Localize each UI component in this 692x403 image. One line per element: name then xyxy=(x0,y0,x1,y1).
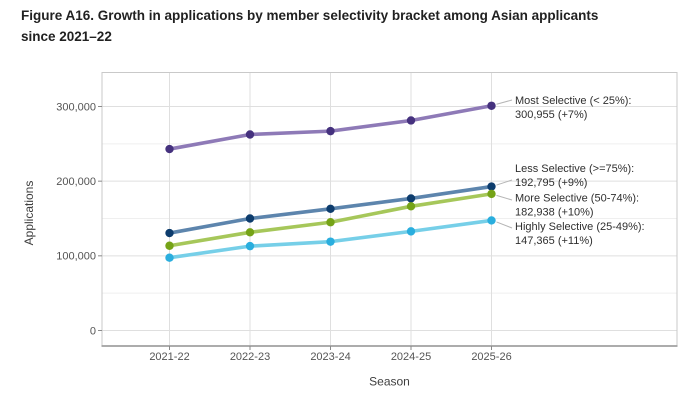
figure-title: Figure A16. Growth in applications by me… xyxy=(21,8,599,44)
data-point-3 xyxy=(245,241,255,251)
series-annotation-value-3: 147,365 (+11%) xyxy=(515,235,593,247)
data-point-2 xyxy=(487,189,496,199)
x-tick-label: 2022-23 xyxy=(230,351,270,363)
annotation-leader-line-2 xyxy=(496,194,513,201)
series-annotation-label-0: Most Selective (< 25%): xyxy=(515,95,631,107)
data-point-1 xyxy=(406,194,416,203)
data-point-2 xyxy=(406,202,416,211)
data-point-0 xyxy=(487,101,496,110)
series-annotation-label-1: Less Selective (>=75%): xyxy=(515,163,634,175)
annotation-leader-line-0 xyxy=(496,99,513,105)
y-tick-label: 0 xyxy=(90,325,96,337)
x-tick-label: 2023-24 xyxy=(310,351,350,363)
data-point-3 xyxy=(406,227,416,236)
data-point-0 xyxy=(245,130,255,139)
x-tick-label: 2021-22 xyxy=(149,351,189,363)
data-point-0 xyxy=(406,116,416,125)
data-point-2 xyxy=(326,218,335,227)
data-point-2 xyxy=(165,241,174,250)
data-point-1 xyxy=(165,228,174,238)
y-tick-label: 100,000 xyxy=(56,251,96,263)
data-point-3 xyxy=(326,237,335,246)
x-axis-title: Season xyxy=(369,375,410,389)
data-point-1 xyxy=(245,214,255,223)
y-tick-label: 300,000 xyxy=(56,101,96,113)
y-tick-label: 200,000 xyxy=(56,176,96,188)
data-point-2 xyxy=(245,228,255,237)
series-annotation-value-1: 192,795 (+9%) xyxy=(515,177,587,189)
data-point-3 xyxy=(487,216,496,225)
series-annotation-label-3: Highly Selective (25-49%): xyxy=(515,221,645,233)
series-annotation-label-2: More Selective (50-74%): xyxy=(515,193,639,205)
data-point-0 xyxy=(326,126,335,136)
data-point-1 xyxy=(326,204,335,213)
x-tick-label: 2024-25 xyxy=(391,351,431,363)
data-point-0 xyxy=(165,144,174,154)
annotation-leader-line-3 xyxy=(496,221,513,229)
data-point-1 xyxy=(487,182,496,191)
y-axis-title: Applications xyxy=(22,181,36,246)
series-annotation-value-0: 300,955 (+7%) xyxy=(515,109,587,121)
x-tick-label: 2025-26 xyxy=(471,351,511,363)
annotation-leader-line-1 xyxy=(496,179,513,186)
series-annotation-value-2: 182,938 (+10%) xyxy=(515,207,594,219)
data-point-3 xyxy=(165,253,174,262)
